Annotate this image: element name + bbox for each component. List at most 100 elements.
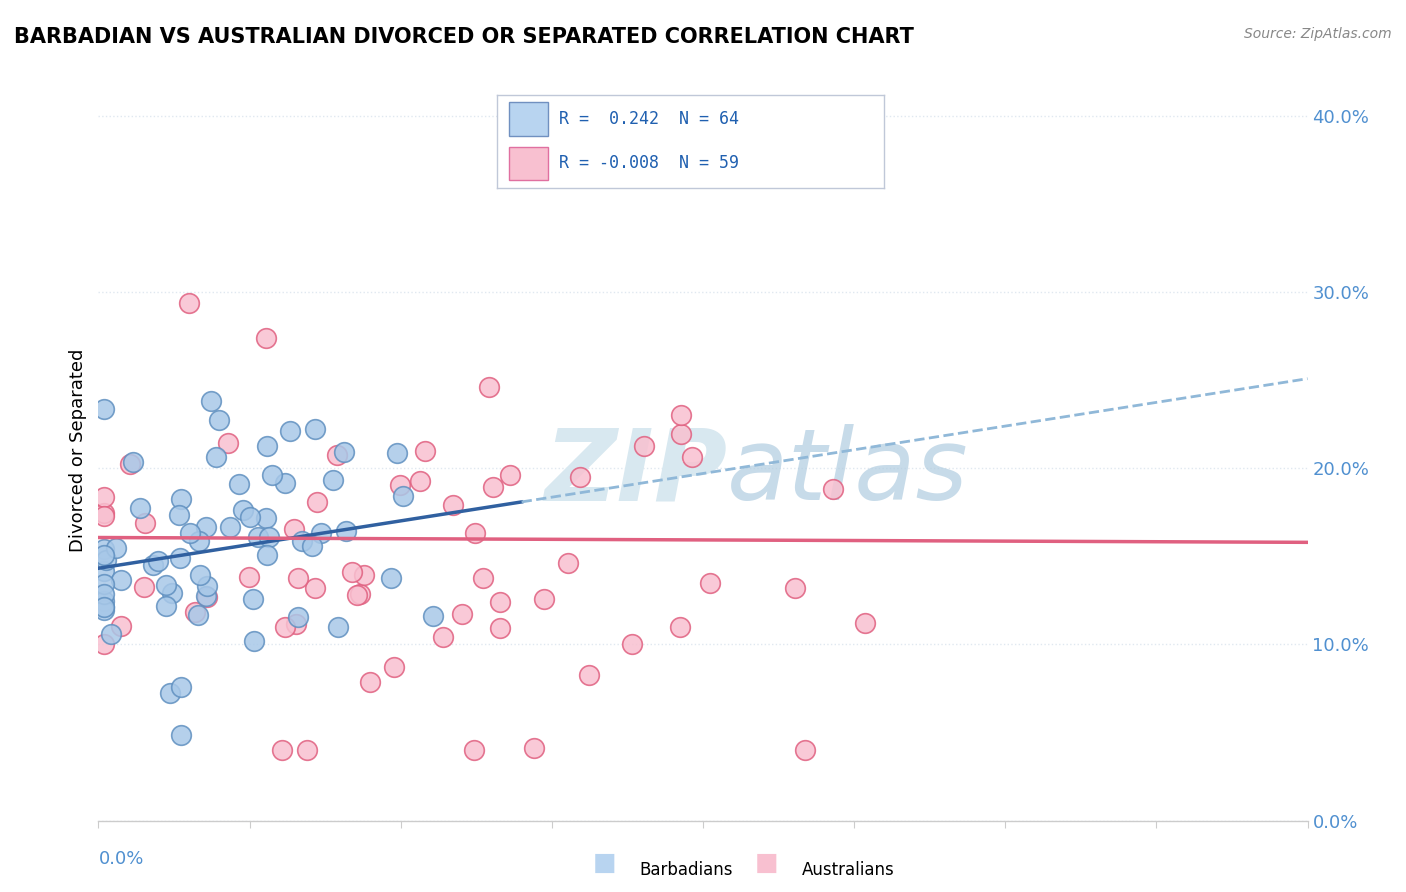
Point — [295, 743, 318, 757]
Point — [243, 633, 266, 648]
Point — [463, 743, 485, 757]
Point — [478, 379, 501, 393]
Point — [533, 592, 555, 607]
Point — [271, 743, 294, 757]
Point — [349, 587, 371, 601]
Point — [254, 510, 277, 524]
Point — [499, 467, 522, 482]
Point — [326, 448, 349, 462]
Point — [669, 408, 692, 422]
Text: Source: ZipAtlas.com: Source: ZipAtlas.com — [1244, 27, 1392, 41]
Point — [155, 599, 177, 613]
Point — [472, 571, 495, 585]
Point — [489, 595, 512, 609]
Point — [307, 495, 329, 509]
Point — [170, 492, 193, 507]
Point — [274, 619, 297, 633]
Point — [129, 500, 152, 515]
Point — [93, 577, 115, 591]
Point — [93, 599, 115, 614]
Point — [179, 526, 201, 541]
Text: ZIP: ZIP — [544, 425, 727, 521]
Point — [100, 627, 122, 641]
Point — [301, 539, 323, 553]
Point — [200, 393, 222, 408]
Point — [432, 630, 454, 644]
Point — [557, 556, 579, 570]
Point — [93, 506, 115, 520]
Point — [699, 576, 721, 591]
Point — [228, 476, 250, 491]
Point — [110, 573, 132, 587]
Text: BARBADIAN VS AUSTRALIAN DIVORCED OR SEPARATED CORRELATION CHART: BARBADIAN VS AUSTRALIAN DIVORCED OR SEPA… — [14, 27, 914, 46]
Point — [569, 469, 592, 483]
Point — [633, 439, 655, 453]
Point — [93, 401, 115, 416]
Point — [93, 637, 115, 651]
Point — [179, 295, 201, 310]
Point — [621, 637, 644, 651]
Point — [246, 530, 269, 544]
Point — [681, 450, 703, 465]
Point — [287, 610, 309, 624]
Point — [93, 593, 115, 607]
Point — [794, 743, 817, 757]
Point — [195, 578, 218, 592]
Point — [380, 571, 402, 585]
Point — [169, 550, 191, 565]
Point — [322, 473, 344, 487]
Point — [382, 660, 405, 674]
Point — [359, 674, 381, 689]
Text: 0.0%: 0.0% — [98, 850, 143, 868]
Point — [134, 580, 156, 594]
Point — [120, 458, 142, 472]
Point — [823, 482, 845, 496]
Point — [256, 548, 278, 562]
Point — [280, 424, 302, 438]
Point — [853, 616, 876, 631]
Point — [134, 516, 156, 531]
Text: atlas: atlas — [727, 425, 969, 521]
Point — [385, 446, 408, 460]
Point — [194, 519, 217, 533]
Text: Australians: Australians — [801, 861, 894, 879]
Point — [523, 740, 546, 755]
Point — [353, 567, 375, 582]
Point — [262, 467, 284, 482]
Point — [413, 444, 436, 458]
Point — [274, 476, 297, 491]
Text: Barbadians: Barbadians — [640, 861, 734, 879]
Point — [481, 480, 503, 494]
Point — [409, 475, 432, 489]
Point — [146, 554, 169, 568]
Point — [155, 577, 177, 591]
Point — [187, 533, 209, 548]
Point — [785, 581, 807, 595]
Point — [668, 619, 690, 633]
Point — [93, 542, 115, 557]
Point — [188, 567, 211, 582]
Point — [392, 489, 415, 503]
Point — [93, 490, 115, 504]
Text: ■: ■ — [755, 851, 778, 875]
Point — [110, 618, 132, 632]
Point — [441, 499, 464, 513]
Point — [254, 331, 277, 345]
Text: ■: ■ — [593, 851, 616, 875]
Point — [121, 455, 143, 469]
Point — [93, 602, 115, 616]
Point — [187, 607, 209, 622]
Point — [291, 534, 314, 549]
Point — [93, 564, 115, 578]
Point — [464, 525, 486, 540]
Point — [285, 616, 308, 631]
Point — [219, 520, 242, 534]
Point — [256, 439, 278, 453]
Point — [238, 570, 260, 584]
Point — [335, 524, 357, 539]
Point — [304, 422, 326, 436]
Point — [242, 591, 264, 606]
Point — [578, 668, 600, 682]
Point — [217, 435, 239, 450]
Point — [488, 621, 510, 635]
